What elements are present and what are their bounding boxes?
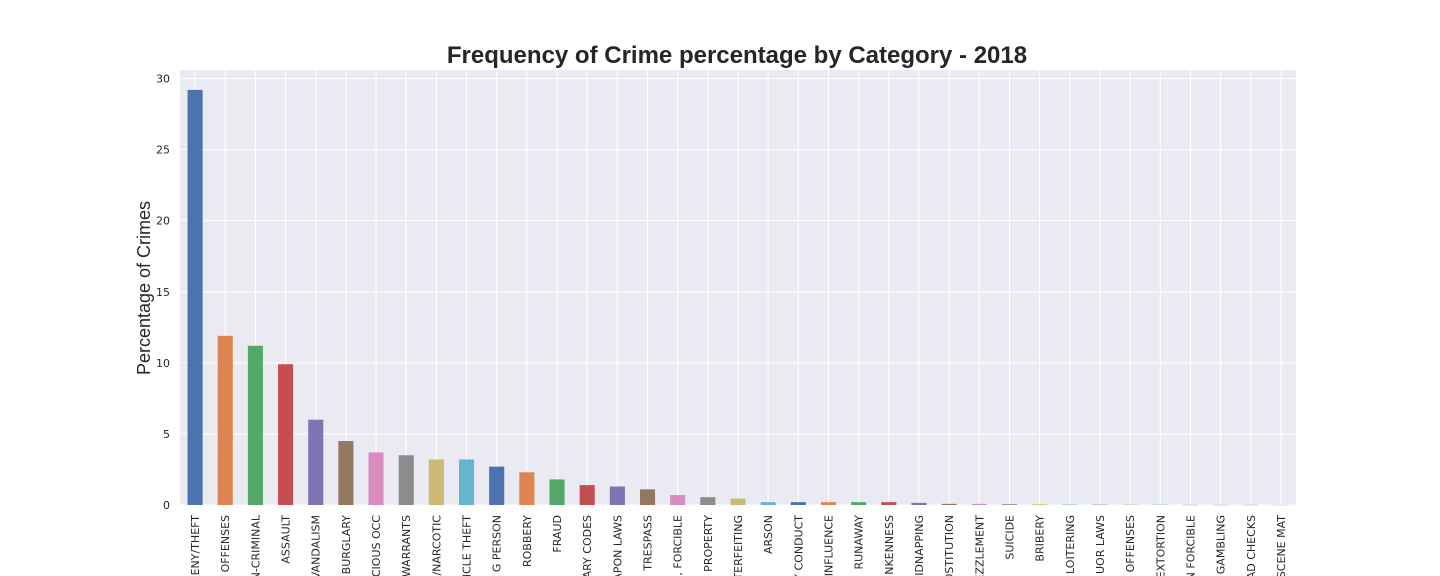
y-tick-label: 15 (156, 286, 170, 299)
bar (489, 466, 505, 505)
y-tick-label: 0 (163, 499, 170, 512)
x-tick-label: OSTITUTION (943, 515, 956, 576)
bar (911, 502, 927, 505)
x-tick-label: APON LAWS (611, 515, 624, 576)
x-tick-label: ARSON (762, 515, 775, 554)
bar (398, 455, 414, 505)
bar (760, 502, 776, 505)
x-tick-label: OFFENSES (1124, 515, 1137, 572)
bar (579, 485, 595, 505)
bars (187, 89, 1289, 506)
bar (368, 452, 384, 505)
bar (730, 498, 746, 505)
x-tick-label: CIOUS OCC (370, 515, 383, 576)
x-tick-label: ARY CODES (581, 515, 594, 576)
x-tick-label: PROPERTY (702, 515, 715, 572)
x-tick-label: UOR LAWS (1094, 515, 1107, 574)
bar (639, 489, 656, 505)
bar (459, 459, 475, 505)
bar (700, 497, 716, 505)
x-tick-label: TERFEITING (732, 515, 745, 576)
x-tick-label: WARRANTS (400, 515, 413, 576)
x-tick-label: SUICIDE (1003, 515, 1016, 560)
bar (971, 503, 987, 505)
y-tick-label: 20 (156, 215, 170, 228)
bar (851, 502, 867, 505)
bar (609, 486, 625, 505)
x-tick-label: N FORCIBLE (1184, 515, 1197, 576)
x-tick-label: Y CONDUCT (792, 515, 805, 576)
bar (278, 364, 294, 505)
x-tick-label: EZZLEMENT (973, 515, 986, 576)
x-tick-label: GAMBLING (1215, 515, 1228, 574)
x-tick-label: ROBBERY (521, 515, 534, 567)
x-tick-label: ICLE THEFT (461, 515, 474, 576)
x-tick-label: EXTORTION (1154, 515, 1167, 576)
bar (217, 335, 233, 505)
x-tick-label: SCENE MAT (1275, 515, 1288, 576)
x-tick-label: RUNAWAY (853, 515, 866, 570)
x-tick-label: TRESPASS (642, 515, 655, 572)
x-tick-label: LOITERING (1064, 515, 1077, 574)
x-tick-label: IDNAPPING (913, 515, 926, 576)
bar (881, 502, 897, 505)
bar (308, 419, 324, 505)
x-tick-label: G PERSON (491, 515, 504, 572)
x-tick-label: ASSAULT (280, 515, 293, 564)
x-tick-label: FRAUD (551, 515, 564, 553)
x-tick-label: OFFENSES (219, 515, 232, 572)
bar (790, 502, 806, 505)
x-tick-label: AD CHECKS (1245, 515, 1258, 576)
x-tick-label: BRIBERY (1034, 515, 1047, 562)
x-tick-label: NKENNESS (883, 515, 896, 575)
bar (1032, 504, 1048, 505)
bar (187, 89, 203, 505)
x-tick-label: N-CRIMINAL (249, 514, 262, 576)
y-tick-label: 25 (156, 144, 170, 157)
bar (247, 345, 263, 505)
bar (519, 472, 535, 505)
x-tick-label: VANDALISM (310, 515, 323, 576)
chart-title: Frequency of Crime percentage by Categor… (447, 42, 1027, 69)
bar (338, 441, 354, 505)
x-axis-ticks: ENY/THEFT OFFENSES N-CRIMINAL ASSAULT VANDAL… (189, 514, 1288, 576)
y-tick-label: 30 (156, 73, 170, 86)
bar (820, 502, 837, 505)
x-tick-label: , FORCIBLE (672, 515, 685, 576)
bar (941, 503, 957, 505)
bar (428, 459, 444, 505)
y-tick-label: 5 (163, 428, 170, 441)
x-tick-label: INFLUENCE (822, 515, 835, 576)
y-axis-label: Percentage of Crimes (134, 201, 154, 375)
x-tick-label: ENY/THEFT (189, 515, 202, 576)
bar (549, 479, 565, 505)
bar (670, 495, 686, 505)
y-tick-label: 10 (156, 357, 170, 370)
bar (1001, 504, 1017, 505)
y-axis-ticks: 0 5 10 15 20 25 30 (156, 73, 170, 512)
x-tick-label: /NARCOTIC (430, 515, 443, 576)
x-tick-label: BURGLARY (340, 515, 353, 575)
